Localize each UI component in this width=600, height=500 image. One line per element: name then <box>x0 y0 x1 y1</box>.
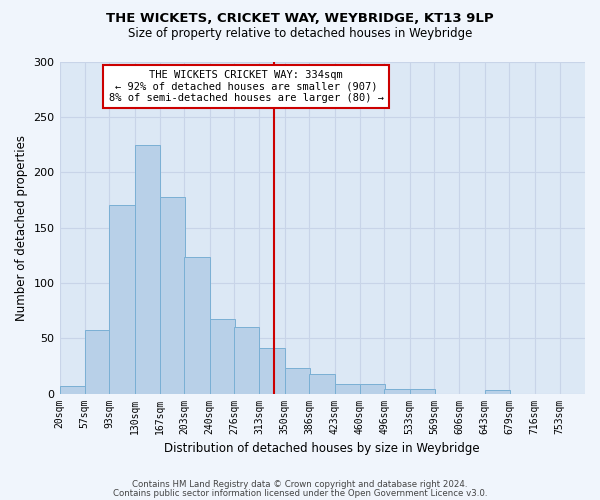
Text: Size of property relative to detached houses in Weybridge: Size of property relative to detached ho… <box>128 28 472 40</box>
Bar <box>234 327 259 394</box>
Bar <box>134 144 160 394</box>
Bar <box>285 368 310 394</box>
Bar <box>310 374 335 394</box>
Bar <box>209 320 235 394</box>
X-axis label: Distribution of detached houses by size in Weybridge: Distribution of detached houses by size … <box>164 442 480 455</box>
Bar <box>160 196 185 394</box>
Bar <box>485 390 510 394</box>
Text: THE WICKETS, CRICKET WAY, WEYBRIDGE, KT13 9LP: THE WICKETS, CRICKET WAY, WEYBRIDGE, KT1… <box>106 12 494 26</box>
Text: Contains HM Land Registry data © Crown copyright and database right 2024.: Contains HM Land Registry data © Crown c… <box>132 480 468 489</box>
Bar <box>360 384 385 394</box>
Bar <box>335 384 360 394</box>
Bar <box>385 389 410 394</box>
Text: Contains public sector information licensed under the Open Government Licence v3: Contains public sector information licen… <box>113 490 487 498</box>
Bar <box>259 348 285 394</box>
Bar <box>184 258 209 394</box>
Bar <box>410 389 435 394</box>
Bar <box>109 206 134 394</box>
Bar <box>85 330 110 394</box>
Y-axis label: Number of detached properties: Number of detached properties <box>15 134 28 320</box>
Text: THE WICKETS CRICKET WAY: 334sqm
← 92% of detached houses are smaller (907)
8% of: THE WICKETS CRICKET WAY: 334sqm ← 92% of… <box>109 70 383 103</box>
Bar <box>59 386 85 394</box>
